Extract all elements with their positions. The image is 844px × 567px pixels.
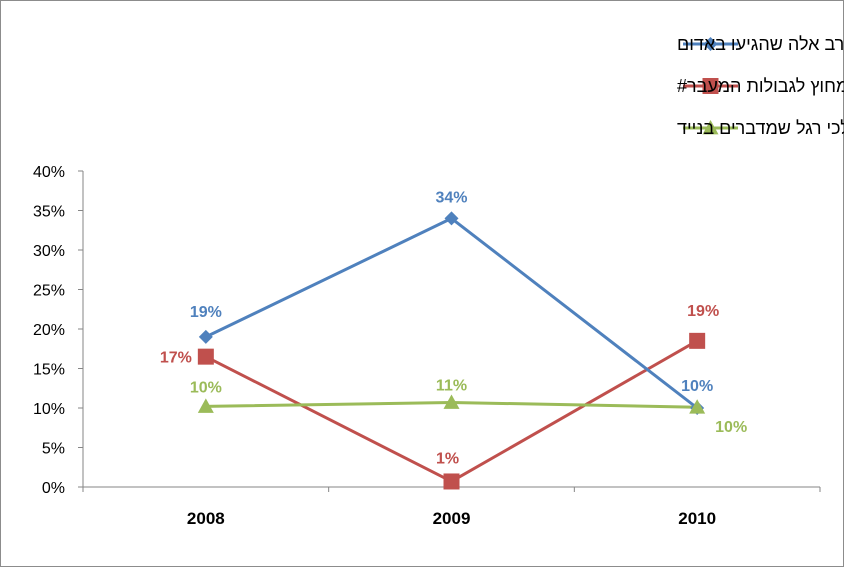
data-point bbox=[443, 473, 460, 490]
y-tick-label: 5% bbox=[42, 441, 65, 458]
data-point bbox=[197, 348, 214, 365]
x-tick-label: 2008 bbox=[187, 509, 225, 528]
series-group bbox=[197, 211, 706, 490]
data-label: 11% bbox=[436, 377, 467, 394]
legend-marker bbox=[703, 37, 718, 51]
y-tick-label: 30% bbox=[33, 243, 65, 260]
x-tick-label: 2010 bbox=[678, 509, 716, 528]
legend-label: הולכי רגל שמדברים בנייד bbox=[677, 118, 844, 138]
legend: הולכי רגל שחצו באדום מקרב אלה שהגיעו באד… bbox=[677, 34, 844, 138]
data-point bbox=[443, 394, 460, 409]
legend-marker bbox=[702, 78, 719, 94]
data-point bbox=[444, 211, 459, 226]
data-label: 19% bbox=[687, 303, 719, 320]
y-tick-label: 20% bbox=[33, 322, 65, 339]
data-point bbox=[198, 329, 213, 344]
data-label: 19% bbox=[190, 304, 222, 321]
y-tick-label: 40% bbox=[33, 164, 65, 181]
y-tick-label: 15% bbox=[33, 362, 65, 379]
data-label: 10% bbox=[681, 378, 713, 395]
data-label: 1% bbox=[436, 450, 459, 467]
legend-label: הולכי רגל שחצו מחוץ לגבולות המעבר# bbox=[677, 76, 844, 96]
data-label: 17% bbox=[160, 350, 192, 367]
data-point bbox=[689, 332, 706, 349]
legend-marker bbox=[702, 120, 719, 135]
y-tick-label: 25% bbox=[33, 283, 65, 300]
data-label: 10% bbox=[190, 379, 222, 396]
data-label: 34% bbox=[435, 189, 467, 206]
y-tick-label: 10% bbox=[33, 401, 65, 418]
y-tick-label: 0% bbox=[42, 480, 65, 497]
data-label: 10% bbox=[715, 419, 747, 436]
legend-label: הולכי רגל שחצו באדום מקרב אלה שהגיעו באד… bbox=[677, 34, 844, 54]
data-point bbox=[197, 398, 214, 413]
x-tick-label: 2009 bbox=[433, 509, 471, 528]
data-labels: 19% 34% 10% 17% 1% 19% 10% 11% 10% bbox=[160, 189, 747, 467]
data-point bbox=[689, 399, 706, 414]
y-tick-label: 35% bbox=[33, 204, 65, 221]
